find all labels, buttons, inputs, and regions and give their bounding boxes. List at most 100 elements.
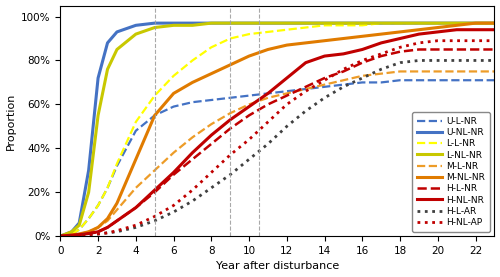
L-L-NR — [58, 235, 64, 238]
L-L-NR — [152, 94, 158, 97]
U-NL-NR — [208, 21, 214, 25]
H-NL-AP — [360, 59, 366, 62]
U-L-NR — [190, 101, 196, 104]
U-L-NR — [265, 92, 271, 95]
L-NL-NR — [133, 32, 139, 36]
L-NL-NR — [170, 24, 176, 27]
H-NL-NR — [68, 234, 74, 237]
H-L-NR — [302, 85, 308, 88]
L-NL-NR — [208, 21, 214, 25]
L-L-NR — [246, 32, 252, 36]
H-NL-AP — [378, 52, 384, 55]
H-NL-AP — [95, 232, 101, 236]
L-L-NR — [104, 186, 110, 189]
U-L-NR — [397, 79, 403, 82]
H-L-NR — [68, 234, 74, 237]
H-NL-NR — [227, 118, 233, 121]
H-L-AR — [454, 59, 460, 62]
M-L-NR — [104, 219, 110, 222]
M-NL-NR — [133, 158, 139, 161]
H-NL-AP — [58, 235, 64, 238]
H-L-AR — [378, 68, 384, 71]
M-NL-NR — [416, 28, 422, 31]
L-L-NR — [340, 24, 346, 27]
U-NL-NR — [246, 21, 252, 25]
H-NL-AP — [416, 41, 422, 45]
Line: M-L-NR: M-L-NR — [60, 71, 494, 236]
M-NL-NR — [360, 35, 366, 38]
H-NL-AP — [104, 231, 110, 235]
H-L-NR — [454, 48, 460, 51]
L-L-NR — [86, 217, 91, 220]
U-L-NR — [58, 235, 64, 238]
H-NL-AP — [265, 120, 271, 124]
U-NL-NR — [58, 235, 64, 238]
H-L-NR — [63, 234, 69, 237]
M-NL-NR — [58, 235, 64, 238]
L-NL-NR — [227, 21, 233, 25]
U-L-NR — [340, 83, 346, 86]
L-NL-NR — [340, 21, 346, 25]
H-NL-NR — [360, 48, 366, 51]
H-L-NR — [95, 230, 101, 234]
U-NL-NR — [227, 21, 233, 25]
H-L-AR — [284, 125, 290, 128]
H-L-AR — [302, 109, 308, 113]
H-NL-NR — [378, 41, 384, 45]
M-NL-NR — [208, 72, 214, 75]
U-L-NR — [302, 87, 308, 91]
H-L-AR — [95, 232, 101, 236]
H-NL-NR — [95, 230, 101, 234]
L-NL-NR — [68, 230, 74, 234]
L-L-NR — [454, 21, 460, 25]
H-L-NR — [322, 76, 328, 80]
H-L-AR — [208, 186, 214, 189]
L-L-NR — [68, 232, 74, 236]
U-NL-NR — [114, 30, 120, 34]
U-NL-NR — [152, 21, 158, 25]
H-NL-AP — [397, 46, 403, 49]
H-NL-AP — [454, 39, 460, 42]
L-NL-NR — [284, 21, 290, 25]
M-L-NR — [76, 232, 82, 236]
H-L-NR — [472, 48, 478, 51]
H-L-NR — [152, 191, 158, 194]
H-NL-AP — [63, 234, 69, 238]
U-NL-NR — [340, 21, 346, 25]
M-NL-NR — [340, 37, 346, 40]
H-NL-NR — [284, 76, 290, 80]
L-NL-NR — [86, 191, 91, 194]
H-NL-AP — [284, 103, 290, 106]
L-L-NR — [472, 21, 478, 25]
H-L-NR — [170, 173, 176, 176]
L-L-NR — [190, 59, 196, 62]
H-L-NR — [284, 94, 290, 97]
M-NL-NR — [227, 63, 233, 66]
M-L-NR — [302, 87, 308, 91]
L-L-NR — [322, 24, 328, 27]
U-L-NR — [435, 79, 441, 82]
L-NL-NR — [58, 235, 64, 238]
H-NL-AP — [114, 229, 120, 232]
U-L-NR — [104, 186, 110, 189]
M-NL-NR — [435, 26, 441, 29]
M-L-NR — [95, 226, 101, 229]
U-NL-NR — [284, 21, 290, 25]
M-L-NR — [152, 169, 158, 172]
L-L-NR — [397, 21, 403, 25]
H-L-NR — [86, 232, 91, 235]
M-L-NR — [170, 151, 176, 154]
H-NL-NR — [246, 105, 252, 108]
H-NL-AP — [472, 39, 478, 42]
M-NL-NR — [454, 24, 460, 27]
M-NL-NR — [190, 81, 196, 84]
H-NL-AP — [190, 188, 196, 192]
H-L-NR — [340, 70, 346, 73]
H-L-AR — [265, 142, 271, 146]
L-NL-NR — [246, 21, 252, 25]
H-NL-AP — [208, 171, 214, 174]
M-L-NR — [114, 208, 120, 211]
H-L-AR — [58, 235, 64, 238]
L-L-NR — [208, 46, 214, 49]
H-L-AR — [152, 219, 158, 222]
